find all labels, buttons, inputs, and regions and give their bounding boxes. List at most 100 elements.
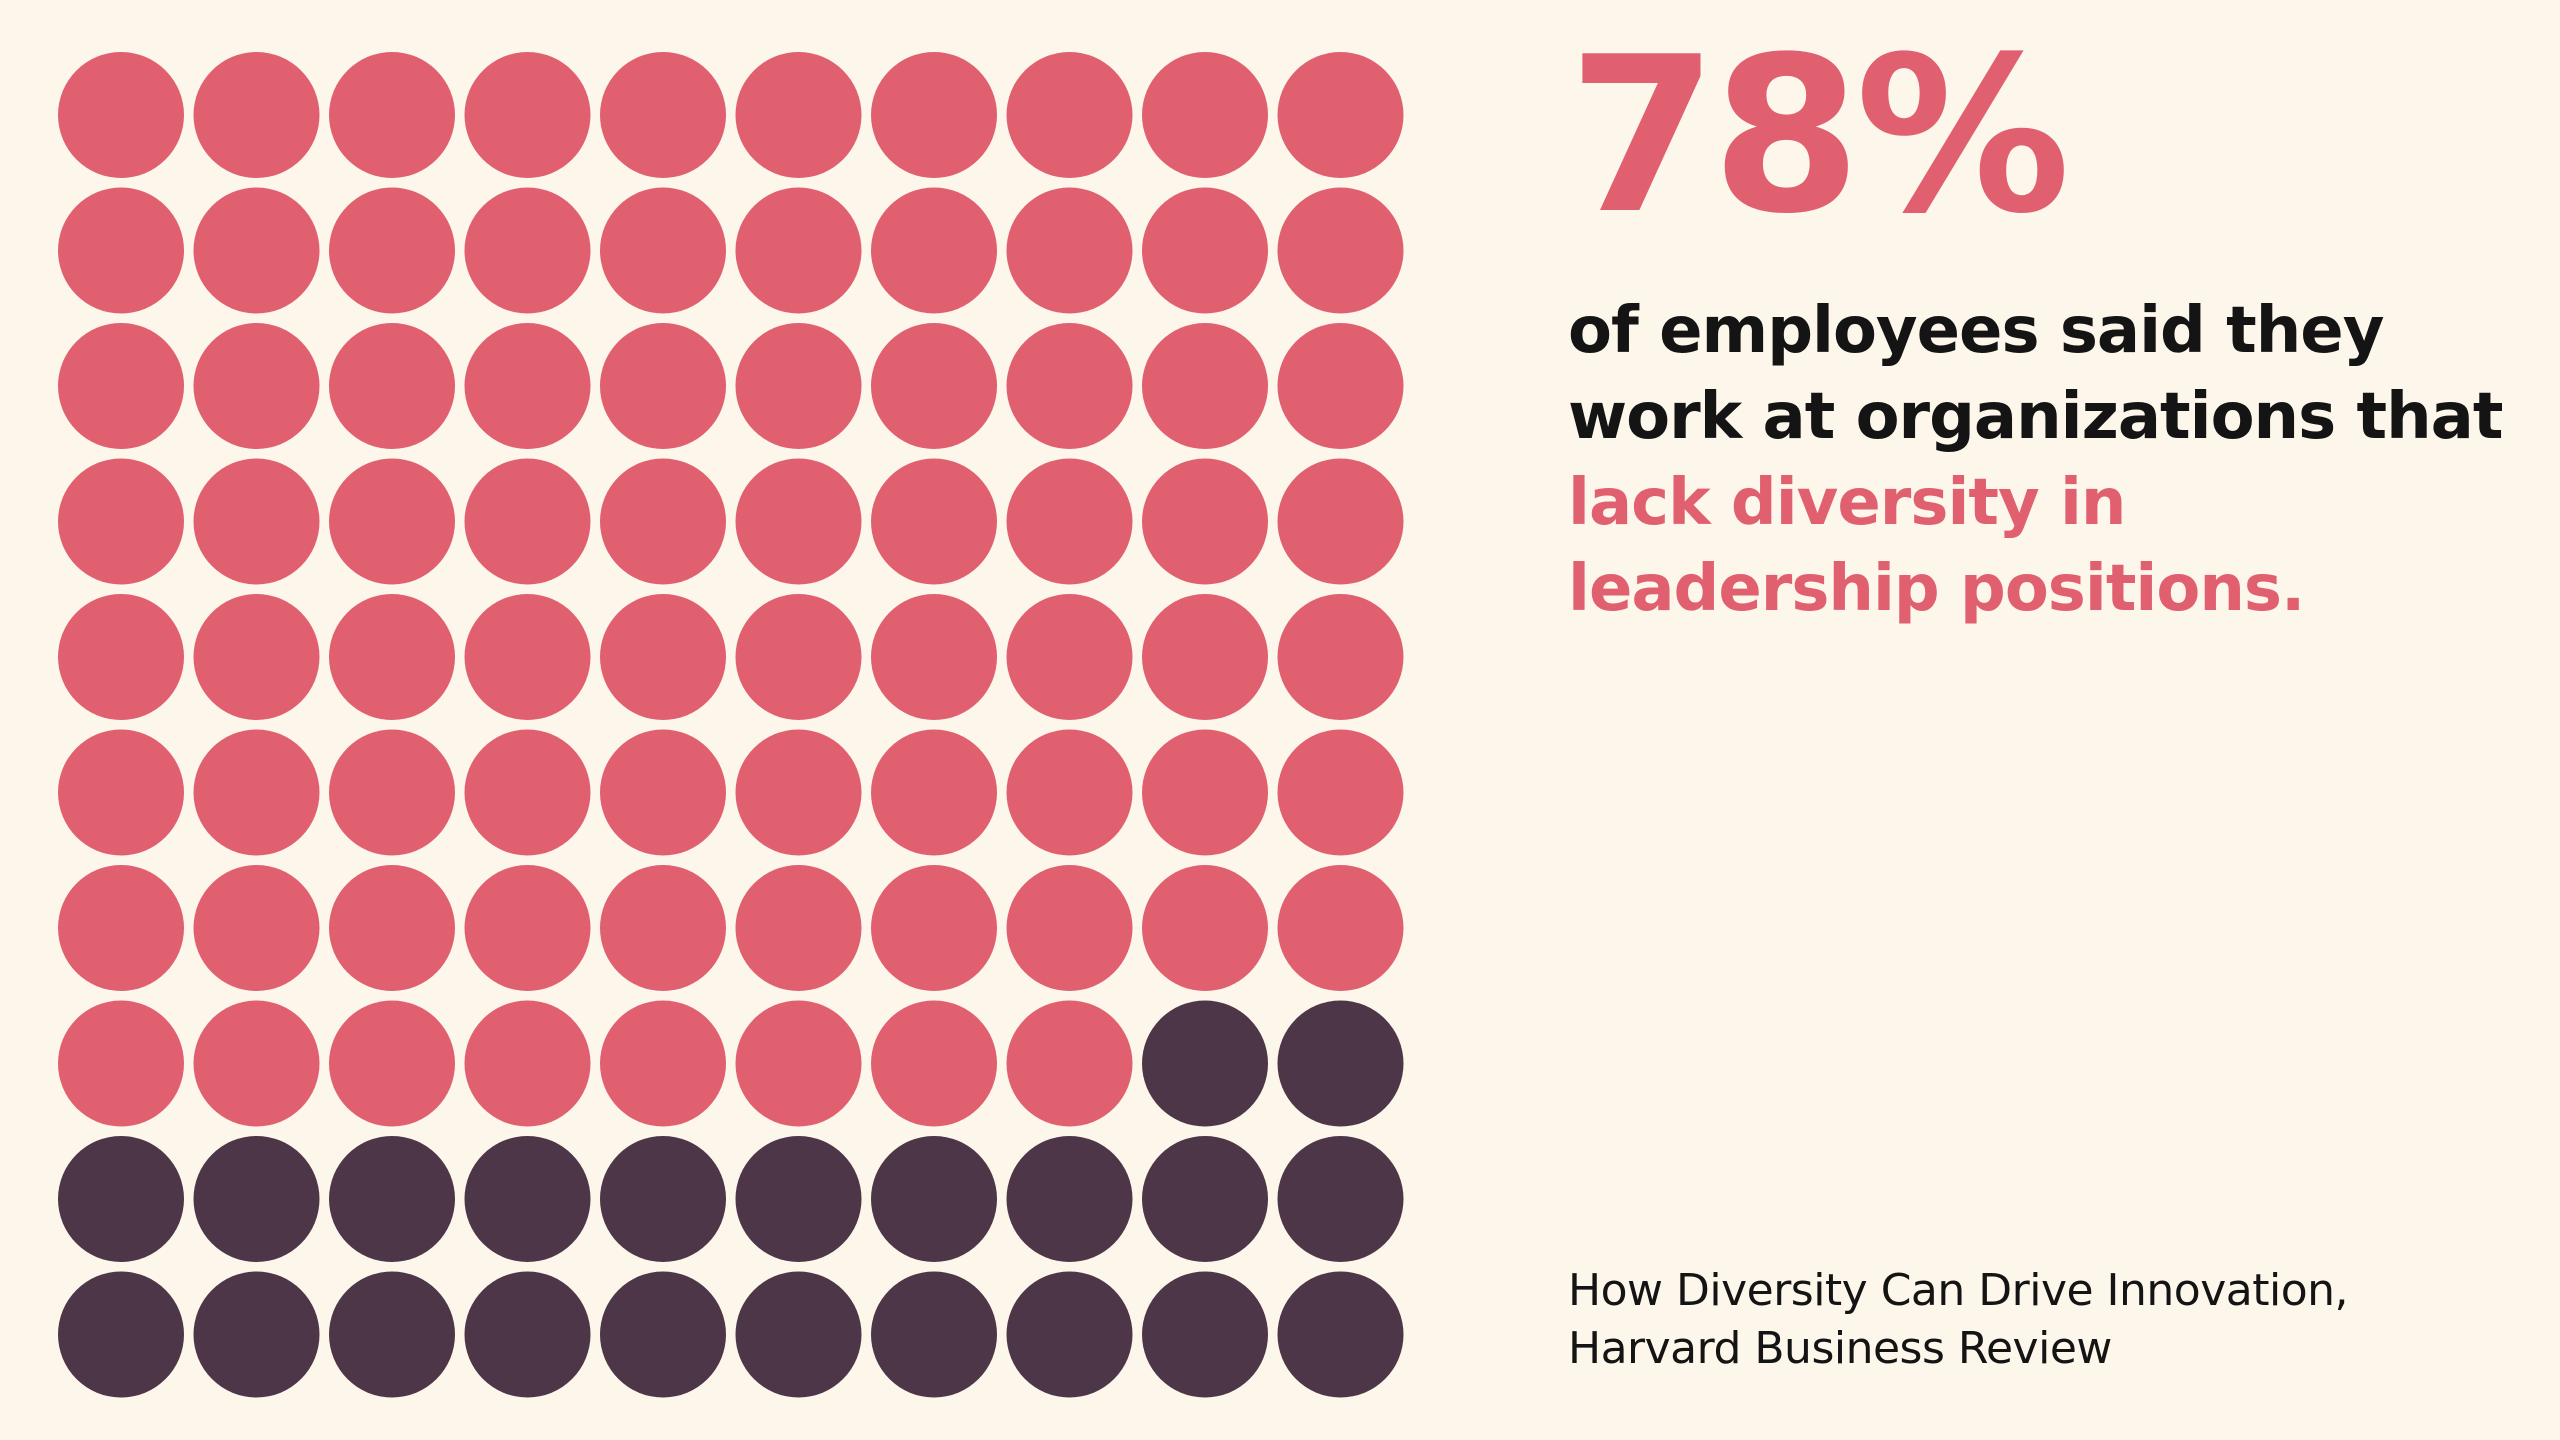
waffle-dot [329,1000,455,1127]
waffle-dot [329,594,455,720]
waffle-dot [58,323,184,449]
waffle-dot [735,1271,862,1398]
waffle-dot [1277,729,1404,856]
waffle-dot [1277,187,1404,314]
waffle-dot [464,1271,591,1398]
waffle-dot [329,1136,455,1262]
waffle-dot [1142,1136,1268,1262]
waffle-chart [58,52,1404,1398]
waffle-dot [193,594,320,720]
waffle-dot [464,865,591,991]
waffle-dot [58,187,184,314]
waffle-dot [58,458,184,585]
waffle-dot [1006,323,1133,449]
source-citation: How Diversity Can Drive Innovation, Harv… [1568,1262,2528,1378]
waffle-dot [329,323,455,449]
waffle-dot [193,323,320,449]
waffle-dot [1142,1271,1268,1398]
waffle-dot [1277,1000,1404,1127]
waffle-dot [600,1136,726,1262]
waffle-dot [600,865,726,991]
waffle-dot [58,1271,184,1398]
waffle-dot [735,865,862,991]
waffle-dot [464,458,591,585]
waffle-dot [1142,594,1268,720]
waffle-dot [464,1136,591,1262]
waffle-dot [193,729,320,856]
waffle-dot [1006,187,1133,314]
waffle-dot [600,52,726,178]
waffle-dot [1142,458,1268,585]
waffle-dot [871,187,997,314]
headline-stat: 78% [1568,10,2071,261]
waffle-dot [871,1271,997,1398]
waffle-dot [193,1000,320,1127]
headline-statement: of employees said they work at organizat… [1568,288,2508,632]
waffle-dot [329,458,455,585]
waffle-dot [735,323,862,449]
waffle-dot [193,865,320,991]
waffle-dot [193,1271,320,1398]
waffle-dot [871,323,997,449]
waffle-dot [193,187,320,314]
waffle-dot [871,52,997,178]
waffle-dot [735,1136,862,1262]
waffle-dot [1006,1271,1133,1398]
waffle-dot [1142,187,1268,314]
waffle-dot [1277,594,1404,720]
waffle-dot [1277,865,1404,991]
waffle-dot [600,1271,726,1398]
waffle-dot [735,52,862,178]
waffle-dot [1006,594,1133,720]
waffle-dot [1277,458,1404,585]
waffle-dot [58,729,184,856]
waffle-dot [1006,1136,1133,1262]
waffle-dot [464,187,591,314]
waffle-dot [1006,865,1133,991]
waffle-dot [600,187,726,314]
waffle-dot [464,1000,591,1127]
waffle-dot [735,729,862,856]
waffle-dot [464,323,591,449]
waffle-dot [735,458,862,585]
waffle-dot [329,187,455,314]
waffle-dot [1142,52,1268,178]
waffle-dot [1142,865,1268,991]
source-publication: Harvard Business Review [1568,1323,2112,1374]
waffle-dot [329,1271,455,1398]
waffle-dot [1277,52,1404,178]
waffle-dot [871,1136,997,1262]
waffle-dot [735,1000,862,1127]
waffle-dot [1142,729,1268,856]
waffle-dot [193,1136,320,1262]
waffle-dot [871,865,997,991]
waffle-dot [1006,1000,1133,1127]
waffle-dot [735,187,862,314]
waffle-dot [600,1000,726,1127]
waffle-dot [1142,1000,1268,1127]
waffle-dot [58,1000,184,1127]
waffle-dot [58,594,184,720]
waffle-dot [1006,52,1133,178]
waffle-dot [193,52,320,178]
waffle-dot [871,1000,997,1127]
source-title: How Diversity Can Drive Innovation, [1568,1265,2349,1316]
waffle-dot [58,52,184,178]
waffle-dot [600,594,726,720]
waffle-dot [329,729,455,856]
waffle-dot [600,729,726,856]
waffle-dot [464,729,591,856]
statement-plain: of employees said they work at organizat… [1568,294,2503,454]
waffle-dot [58,865,184,991]
waffle-dot [193,458,320,585]
waffle-dot [735,594,862,720]
statement-highlight: lack diversity in leadership positions. [1568,466,2305,626]
waffle-dot [1142,323,1268,449]
waffle-dot [1277,1136,1404,1262]
waffle-dot [329,52,455,178]
waffle-dot [1006,458,1133,585]
waffle-dot [871,458,997,585]
waffle-dot [464,52,591,178]
waffle-dot [871,594,997,720]
waffle-dot [1006,729,1133,856]
